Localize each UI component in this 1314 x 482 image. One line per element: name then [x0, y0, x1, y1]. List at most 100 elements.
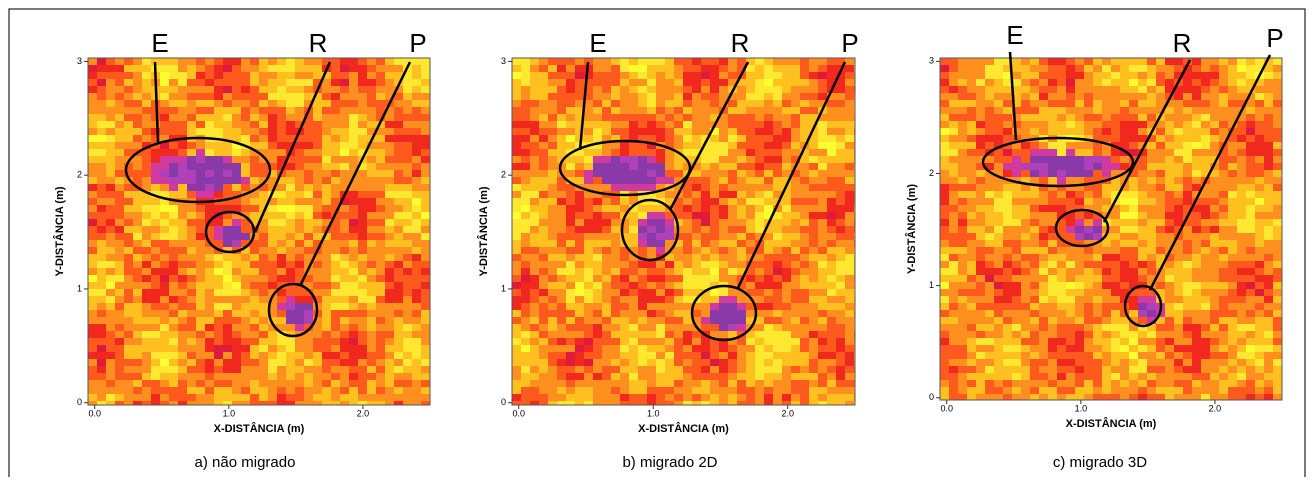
heat-cell	[629, 359, 638, 366]
heat-cell	[412, 205, 421, 212]
heat-cell	[602, 72, 611, 79]
heat-cell	[169, 296, 178, 303]
heat-cell	[1264, 226, 1273, 233]
heat-cell	[205, 324, 214, 331]
heat-cell	[566, 247, 575, 254]
heat-cell	[949, 121, 958, 128]
heat-cell	[539, 177, 548, 184]
heat-cell	[809, 142, 818, 149]
heat-cell	[304, 380, 313, 387]
heat-cell	[647, 156, 656, 163]
heat-cell	[566, 212, 575, 219]
heat-cell	[575, 58, 584, 65]
heat-cell	[1273, 149, 1282, 156]
heat-cell	[232, 100, 241, 107]
heat-cell	[232, 401, 241, 405]
heat-cell	[773, 394, 782, 401]
heat-cell	[1228, 58, 1237, 65]
heat-cell	[683, 100, 692, 107]
heat-cell	[277, 142, 286, 149]
heat-cell	[845, 79, 854, 86]
heat-cell	[809, 86, 818, 93]
heat-cell	[259, 163, 268, 170]
heat-cell	[773, 79, 782, 86]
heat-cell	[1120, 135, 1129, 142]
heat-cell	[1246, 114, 1255, 121]
heat-cell	[611, 121, 620, 128]
heat-cell	[1273, 93, 1282, 100]
heat-cell	[665, 86, 674, 93]
heat-cell	[358, 345, 367, 352]
heat-cell	[710, 79, 719, 86]
heat-cell	[142, 72, 151, 79]
heat-cell	[764, 261, 773, 268]
heat-cell	[746, 212, 755, 219]
heat-cell	[88, 387, 97, 394]
heat-cell	[385, 233, 394, 240]
heat-cell	[331, 100, 340, 107]
heat-cell	[1021, 163, 1030, 170]
heat-cell	[277, 205, 286, 212]
heat-cell	[976, 100, 985, 107]
heat-cell	[845, 331, 854, 338]
heat-cell	[223, 310, 232, 317]
heat-cell	[160, 401, 169, 405]
heat-cell	[358, 324, 367, 331]
heat-cell	[376, 338, 385, 345]
heat-cell	[160, 296, 169, 303]
heat-cell	[827, 163, 836, 170]
heat-cell	[1264, 128, 1273, 135]
heat-cell	[178, 177, 187, 184]
heat-cell	[232, 275, 241, 282]
heat-cell	[809, 324, 818, 331]
heat-cell	[277, 352, 286, 359]
heat-cell	[1030, 226, 1039, 233]
heat-cell	[1165, 212, 1174, 219]
heat-cell	[142, 345, 151, 352]
heat-cell	[214, 191, 223, 198]
heat-cell	[223, 401, 232, 405]
heat-cell	[340, 394, 349, 401]
heat-cell	[196, 79, 205, 86]
heat-cell	[719, 352, 728, 359]
annotation-label: E	[151, 28, 168, 58]
heat-cell	[367, 233, 376, 240]
heat-cell	[376, 317, 385, 324]
heat-cell	[250, 268, 259, 275]
heat-cell	[151, 282, 160, 289]
heat-cell	[295, 58, 304, 65]
heat-cell	[1273, 135, 1282, 142]
heat-cell	[818, 317, 827, 324]
heat-cell	[818, 135, 827, 142]
heat-cell	[836, 233, 845, 240]
heat-cell	[692, 366, 701, 373]
heat-cell	[259, 142, 268, 149]
heat-cell	[1201, 65, 1210, 72]
heat-cell	[692, 198, 701, 205]
heat-cell	[187, 317, 196, 324]
heat-cell	[656, 58, 665, 65]
heat-cell	[764, 163, 773, 170]
heat-cell	[115, 156, 124, 163]
heat-cell	[1066, 107, 1075, 114]
heat-cell	[665, 380, 674, 387]
heat-cell	[638, 310, 647, 317]
heat-cell	[949, 142, 958, 149]
heat-cell	[1264, 191, 1273, 198]
heat-cell	[1030, 177, 1039, 184]
heat-cell	[169, 282, 178, 289]
heat-cell	[88, 128, 97, 135]
heat-cell	[169, 366, 178, 373]
heat-cell	[602, 310, 611, 317]
heat-cell	[214, 296, 223, 303]
heat-cell	[313, 387, 322, 394]
heat-cell	[286, 163, 295, 170]
heat-cell	[557, 135, 566, 142]
heat-cell	[358, 387, 367, 394]
heat-cell	[1192, 184, 1201, 191]
heat-cell	[1183, 128, 1192, 135]
heat-cell	[340, 247, 349, 254]
heat-cell	[331, 366, 340, 373]
heat-cell	[421, 366, 430, 373]
heat-cell	[800, 289, 809, 296]
